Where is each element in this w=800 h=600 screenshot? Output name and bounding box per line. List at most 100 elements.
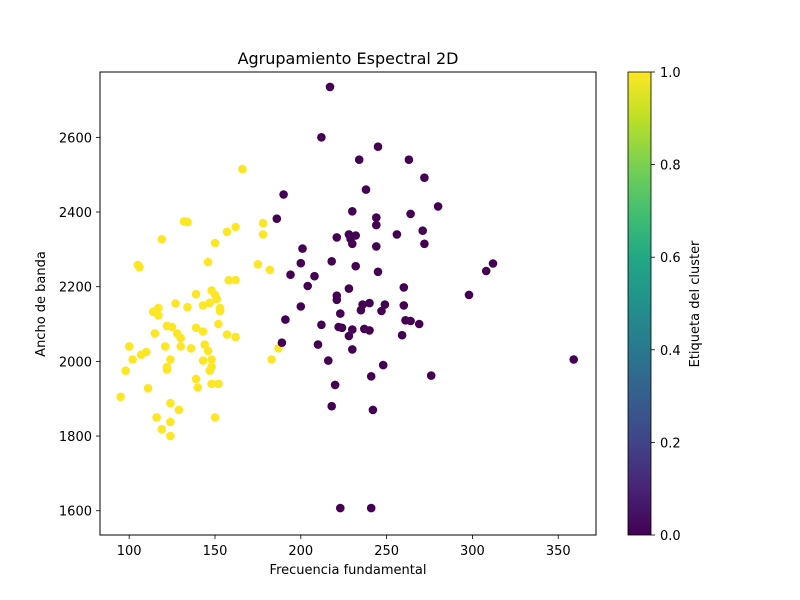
scatter-point (198, 301, 208, 310)
scatter-point (272, 214, 282, 223)
scatter-point (372, 242, 381, 251)
scatter-point (373, 267, 383, 277)
scatter-point (210, 413, 220, 422)
scatter-point (186, 344, 196, 353)
scatter-point (464, 290, 474, 300)
scatter-point (210, 238, 220, 248)
scatter-point (231, 222, 240, 232)
scatter-point (198, 327, 208, 336)
scatter-point (166, 398, 175, 408)
y-axis-label: Ancho de banda (34, 251, 49, 357)
scatter-point (317, 133, 326, 142)
plot-frame (99, 71, 597, 536)
scatter-point (191, 374, 201, 384)
scatter-point (397, 330, 407, 340)
scatter-point (171, 299, 180, 308)
scatter-point (327, 401, 337, 411)
scatter-point (310, 271, 319, 281)
scatter-point (313, 340, 323, 349)
scatter-point (348, 207, 357, 216)
scatter-point (368, 405, 378, 415)
scatter-point (303, 281, 313, 291)
colorbar-tick-label: 1.0 (660, 66, 681, 81)
x-tick-label: 100 (117, 544, 142, 559)
scatter-point (205, 298, 215, 308)
scatter-point (124, 342, 134, 351)
scatter-point (162, 365, 172, 374)
scatter-point (174, 405, 184, 415)
scatter-point (143, 384, 153, 393)
scatter-point (215, 306, 225, 316)
scatter-point (325, 82, 335, 92)
scatter-point (166, 431, 175, 441)
scatter-point (420, 173, 429, 182)
scatter-point (267, 355, 276, 364)
scatter-point (330, 380, 340, 390)
scatter-point (203, 257, 213, 267)
y-tick-label: 2200 (59, 281, 92, 296)
scatter-point (152, 413, 161, 422)
scatter-point (203, 346, 213, 356)
scatter-point (150, 329, 160, 338)
scatter-point (378, 360, 388, 370)
scatter-point (380, 300, 390, 309)
scatter-point (238, 164, 247, 174)
y-tick-label: 2600 (59, 131, 92, 146)
scatter-point (222, 227, 232, 237)
scatter-point (176, 342, 185, 351)
scatter-point (277, 338, 287, 348)
scatter-point (392, 230, 402, 239)
scatter-point (222, 330, 232, 339)
scatter-point (336, 503, 345, 513)
scatter-point (231, 275, 240, 285)
scatter-point (200, 340, 209, 349)
scatter-point (231, 332, 240, 342)
scatter-point (253, 260, 263, 269)
scatter-point (569, 355, 578, 364)
scatter-point (214, 319, 223, 329)
x-axis-ticks: 100 150 200 250 300 350 (117, 535, 571, 559)
scatter-point (128, 355, 137, 364)
scatter-point (160, 342, 170, 351)
scatter-point (167, 322, 177, 332)
scatter-point (372, 220, 381, 230)
scatter-point (324, 356, 333, 365)
scatter-point (205, 366, 215, 376)
scatter-point (214, 379, 223, 389)
scatter-point (406, 316, 415, 326)
scatter-points (116, 82, 578, 513)
scatter-point (406, 209, 415, 219)
colorbar-label: Etiqueta del cluster (688, 240, 703, 367)
scatter-point (377, 306, 386, 316)
scatter-point (332, 233, 342, 242)
scatter-point (116, 392, 125, 402)
scatter-point (183, 217, 192, 227)
scatter-point (279, 190, 288, 199)
scatter-point (298, 244, 307, 253)
colorbar-tick-label: 0.0 (660, 529, 681, 544)
scatter-point (366, 372, 376, 381)
scatter-point (135, 263, 144, 272)
scatter-point (166, 355, 175, 364)
scatter-point (286, 270, 295, 280)
scatter-point (373, 142, 383, 151)
scatter-point (361, 185, 371, 194)
scatter-point (488, 259, 498, 268)
scatter-point (351, 261, 361, 271)
scatter-point (399, 301, 409, 310)
x-tick-label: 200 (288, 544, 313, 559)
scatter-point (418, 226, 428, 235)
scatter-point (344, 331, 354, 341)
scatter-point (414, 319, 424, 329)
scatter-point (136, 350, 146, 360)
scatter-point (317, 320, 326, 330)
scatter-point (212, 294, 221, 304)
scatter-point (176, 333, 185, 343)
scatter-point (193, 383, 203, 392)
scatter-point (198, 356, 208, 365)
scatter-point (348, 345, 357, 354)
scatter-point (224, 276, 233, 285)
scatter-point (154, 311, 163, 320)
colorbar-ticks: 0.0 0.2 0.4 0.6 0.8 1.0 (651, 66, 681, 544)
scatter-point (157, 235, 167, 244)
